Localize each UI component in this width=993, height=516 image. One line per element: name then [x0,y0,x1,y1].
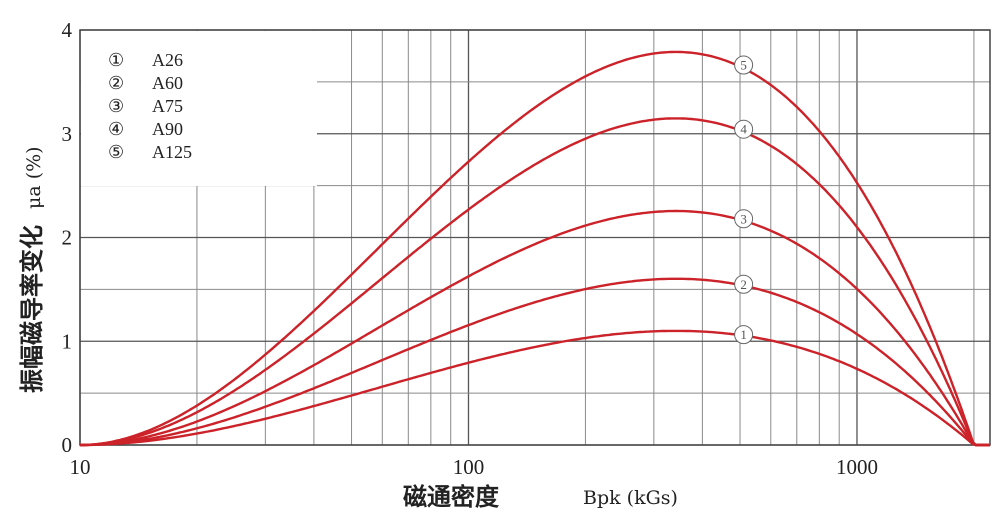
legend-label: A125 [152,142,192,162]
series-marker-badge [734,209,754,229]
series-line-a26 [80,329,990,447]
series-markers: 1 2 3 4 5 [734,55,754,345]
x-tick-label: 10 [70,455,91,479]
series-group [80,50,990,447]
series-marker-number: 4 [740,122,747,137]
y-tick-label: 4 [62,18,73,42]
legend-label: A26 [152,50,183,70]
grid [79,29,991,446]
legend-label: A60 [152,73,183,93]
y-tick-label: 1 [62,329,73,353]
legend-label: A90 [152,119,183,139]
legend-marker: ① [108,50,124,70]
series-marker-number: 3 [740,211,747,226]
y-tick-label: 2 [62,226,73,250]
legend-marker: ② [108,73,124,93]
x-tick-label: 100 [453,455,485,479]
y-tick-label: 0 [62,433,73,457]
series-marker-badge [734,325,754,345]
legend-marker: ⑤ [108,142,124,162]
series-line-a125 [80,50,990,447]
x-axis-title: 磁通密度 [403,483,500,511]
legend-marker: ④ [108,119,124,139]
x-axis-unit: Bpk (kGs) [583,487,678,509]
series-marker-badge [734,55,754,75]
plot-frame [79,29,991,446]
legend: ① A26 ② A60 ③ A75 ④ A90 ⑤ A125 [108,50,192,162]
series-marker-number: 2 [740,277,747,292]
series-line-a60 [80,277,990,447]
y-axis-label: 振幅磁导率变化 μa (%) [18,146,46,393]
series-marker-number: 1 [740,327,747,342]
legend-marker: ③ [108,96,124,116]
legend-label: A75 [152,96,183,116]
series-marker-number: 5 [740,57,747,72]
x-tick-label: 1000 [836,455,878,479]
series-line-a90 [80,117,990,447]
series-marker-badge [734,119,754,139]
series-marker-badge [734,274,754,294]
legend-box [81,31,317,186]
y-axis-title: 振幅磁导率变化 [18,225,46,393]
y-axis-unit: μa (%) [23,146,45,209]
series-line-a75 [80,209,990,447]
tick-labels: 0 1 2 3 4 10 100 1000 [62,18,878,479]
y-tick-label: 3 [62,122,73,146]
